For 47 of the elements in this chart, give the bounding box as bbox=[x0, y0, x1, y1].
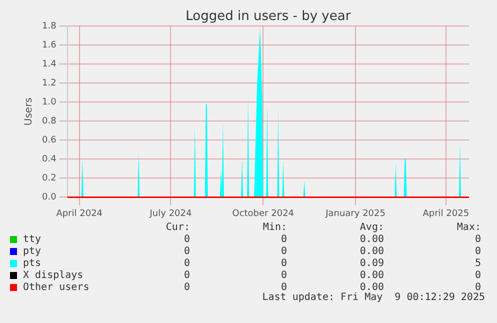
text: 5 bbox=[474, 258, 481, 270]
x-tick-label: April 2024 bbox=[56, 208, 103, 219]
legend-label: X displays bbox=[22, 270, 84, 282]
chart-title: Logged in users - by year bbox=[186, 9, 352, 24]
legend-label: Other users bbox=[22, 282, 90, 294]
y-axis-title: Users bbox=[24, 98, 35, 126]
x-tick-label: October 2024 bbox=[232, 208, 294, 219]
text: 0 bbox=[474, 234, 481, 246]
x-tick-label: April 2025 bbox=[422, 208, 470, 219]
y-tick-label: 1.8 bbox=[42, 21, 57, 32]
text: Max: bbox=[456, 222, 481, 234]
y-tick-label: 0.2 bbox=[42, 174, 56, 184]
y-tick-label: 0.6 bbox=[42, 135, 57, 146]
text: 0.00 bbox=[358, 234, 384, 246]
text: 0 bbox=[474, 246, 481, 258]
text: Cur: bbox=[164, 222, 190, 234]
text: 0.00 bbox=[358, 282, 384, 293]
legend-label: pty bbox=[22, 246, 42, 258]
x-tick-label: January 2025 bbox=[324, 208, 386, 219]
text: 0 bbox=[280, 270, 287, 282]
text: Last update: Fri May 9 00:12:29 2025 bbox=[262, 292, 485, 303]
text: 0 bbox=[182, 282, 190, 294]
text: Avg: bbox=[358, 222, 384, 234]
text: 0.09 bbox=[358, 258, 384, 270]
text: 0 bbox=[280, 246, 287, 258]
y-tick-label: 0.4 bbox=[42, 154, 57, 164]
y-tick-label: 1.2 bbox=[42, 78, 56, 88]
text: 0 bbox=[182, 270, 190, 282]
text: 0 bbox=[280, 234, 287, 246]
y-tick-label: 1.4 bbox=[42, 59, 57, 70]
legend-label: tty bbox=[22, 234, 42, 246]
text: 0 bbox=[474, 270, 481, 282]
text: 0 bbox=[182, 234, 190, 246]
text: 0 bbox=[182, 246, 190, 258]
text: Min: bbox=[262, 222, 287, 234]
text: 0 bbox=[474, 282, 481, 293]
text: 0.00 bbox=[358, 246, 384, 258]
text: 0 bbox=[280, 282, 287, 293]
y-tick-label: 0.8 bbox=[42, 116, 57, 126]
legend-label: pts bbox=[22, 258, 42, 270]
text: 0 bbox=[280, 258, 287, 270]
y-tick-label: 1.0 bbox=[42, 97, 57, 108]
y-tick-label: 0.0 bbox=[42, 192, 57, 203]
text: 0 bbox=[182, 258, 190, 270]
text: 0.00 bbox=[358, 270, 384, 282]
y-tick-label: 1.6 bbox=[42, 40, 57, 50]
x-tick-label: July 2024 bbox=[148, 208, 192, 219]
